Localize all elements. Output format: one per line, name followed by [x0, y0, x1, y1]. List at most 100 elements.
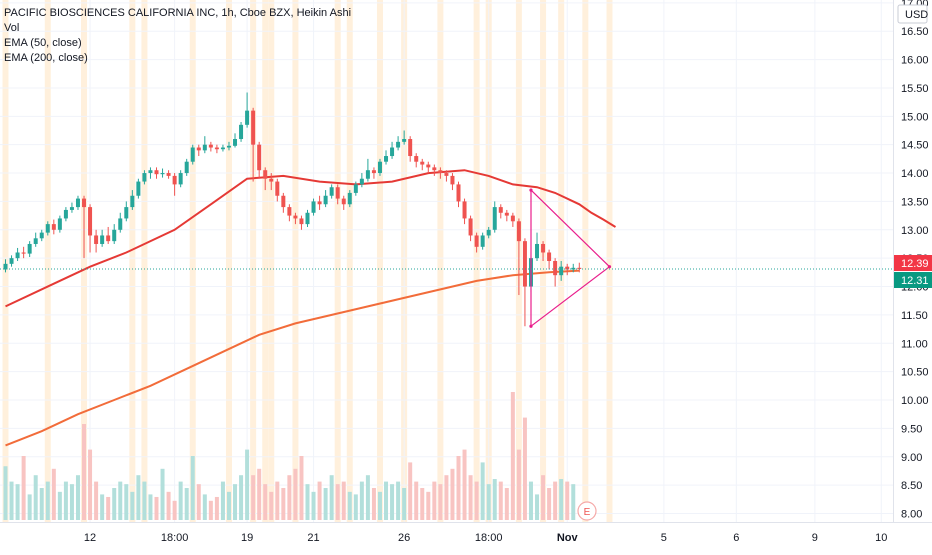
volume-bar: [341, 481, 346, 520]
session-band: [473, 0, 480, 522]
volume-bar: [323, 488, 328, 520]
candle-body: [335, 187, 340, 199]
volume-bar: [148, 494, 153, 520]
candle-body: [94, 235, 99, 244]
volume-bar: [184, 488, 189, 520]
candle-body: [420, 161, 425, 165]
volume-bar: [15, 484, 20, 520]
volume-bar: [45, 481, 50, 520]
candle-body: [220, 147, 225, 150]
volume-bar: [94, 481, 99, 520]
volume-bar: [450, 468, 455, 520]
volume-bar: [293, 468, 298, 520]
candle-body: [293, 215, 298, 219]
y-tick-label: 9.50: [901, 423, 922, 435]
legend-ema50[interactable]: EMA (50, close): [4, 37, 82, 49]
volume-bar: [69, 484, 74, 520]
volume-bars: [3, 392, 576, 520]
volume-bar: [468, 475, 473, 520]
candle-body: [396, 141, 401, 148]
session-band: [129, 0, 136, 522]
volume-bar: [287, 475, 292, 520]
volume-bar: [214, 496, 219, 520]
volume-bar: [202, 494, 207, 520]
volume-bar: [130, 491, 135, 520]
candle-body: [239, 124, 244, 140]
candle-body: [178, 173, 183, 185]
volume-bar: [492, 479, 497, 520]
candle-body: [462, 201, 467, 219]
candle-body: [21, 252, 26, 254]
x-tick-label: 9: [812, 532, 818, 544]
x-tick-label: 18:00: [475, 532, 503, 544]
x-tick-label: 26: [398, 532, 410, 544]
candle-body: [214, 147, 219, 150]
volume-bar: [402, 488, 407, 520]
ema200-path: [5, 269, 580, 447]
earnings-marker[interactable]: E: [577, 501, 597, 521]
volume-bar: [571, 484, 576, 520]
volume-bar: [456, 456, 461, 520]
volume-bar: [172, 500, 177, 520]
candle-body: [130, 195, 135, 208]
legend-vol[interactable]: Vol: [4, 22, 20, 34]
volume-bar: [486, 484, 491, 520]
candle-body: [142, 173, 147, 182]
volume-bar: [510, 392, 515, 520]
y-tick-label: 9.00: [901, 452, 922, 464]
session-band: [606, 0, 613, 522]
volume-bar: [51, 468, 56, 520]
candle-body: [559, 266, 564, 276]
legend-title[interactable]: PACIFIC BIOSCIENCES CALIFORNIA INC, 1h, …: [4, 7, 352, 19]
candle-body: [15, 252, 20, 259]
volume-bar: [432, 481, 437, 520]
candle-body: [317, 201, 322, 205]
volume-bar: [239, 475, 244, 520]
triangle-vertex: [607, 265, 612, 269]
x-tick-label: 10: [875, 532, 887, 544]
currency-box[interactable]: USD: [897, 4, 928, 24]
session-band: [376, 0, 383, 522]
session-band: [250, 0, 257, 522]
candle-body: [100, 235, 105, 244]
triangle-vertex: [529, 324, 533, 328]
time-axis[interactable]: 12 18:00 19 21 26 18:00 Nov 5 6 9 10: [0, 522, 932, 545]
volume-bar: [263, 484, 268, 520]
volume-bar: [208, 500, 213, 520]
candle-body: [414, 156, 419, 162]
legend-ema200[interactable]: EMA (200, close): [4, 52, 88, 64]
volume-bar: [166, 491, 171, 520]
candle-body: [112, 229, 117, 242]
candle-body: [341, 198, 346, 205]
candle-body: [299, 218, 304, 225]
volume-bar: [75, 475, 80, 520]
volume-bar: [408, 462, 413, 520]
candle-body: [438, 170, 443, 174]
y-tick-label: 14.00: [901, 168, 929, 180]
earnings-marker-label: E: [584, 507, 591, 518]
candle-body: [275, 181, 280, 196]
candle-body: [45, 224, 50, 233]
candle-body: [3, 263, 8, 270]
volume-bar: [57, 491, 62, 520]
currency-label: USD: [905, 9, 928, 21]
candle-body: [75, 198, 80, 208]
candle-body: [57, 218, 62, 230]
session-band: [346, 0, 353, 522]
volume-bar: [553, 481, 558, 520]
candle-body: [353, 184, 358, 193]
volume-bar: [528, 481, 533, 520]
session-bands: [2, 0, 613, 522]
y-tick-label: 8.50: [901, 480, 922, 492]
candle-body: [402, 139, 407, 142]
candle-body: [154, 170, 159, 175]
svg-text:12.39: 12.39: [901, 258, 929, 270]
volume-bar: [220, 481, 225, 520]
volume-bar: [136, 475, 141, 520]
candle-body: [347, 192, 352, 205]
volume-bar: [438, 484, 443, 520]
triangle-pattern[interactable]: [529, 188, 612, 328]
candle-body: [547, 252, 552, 261]
